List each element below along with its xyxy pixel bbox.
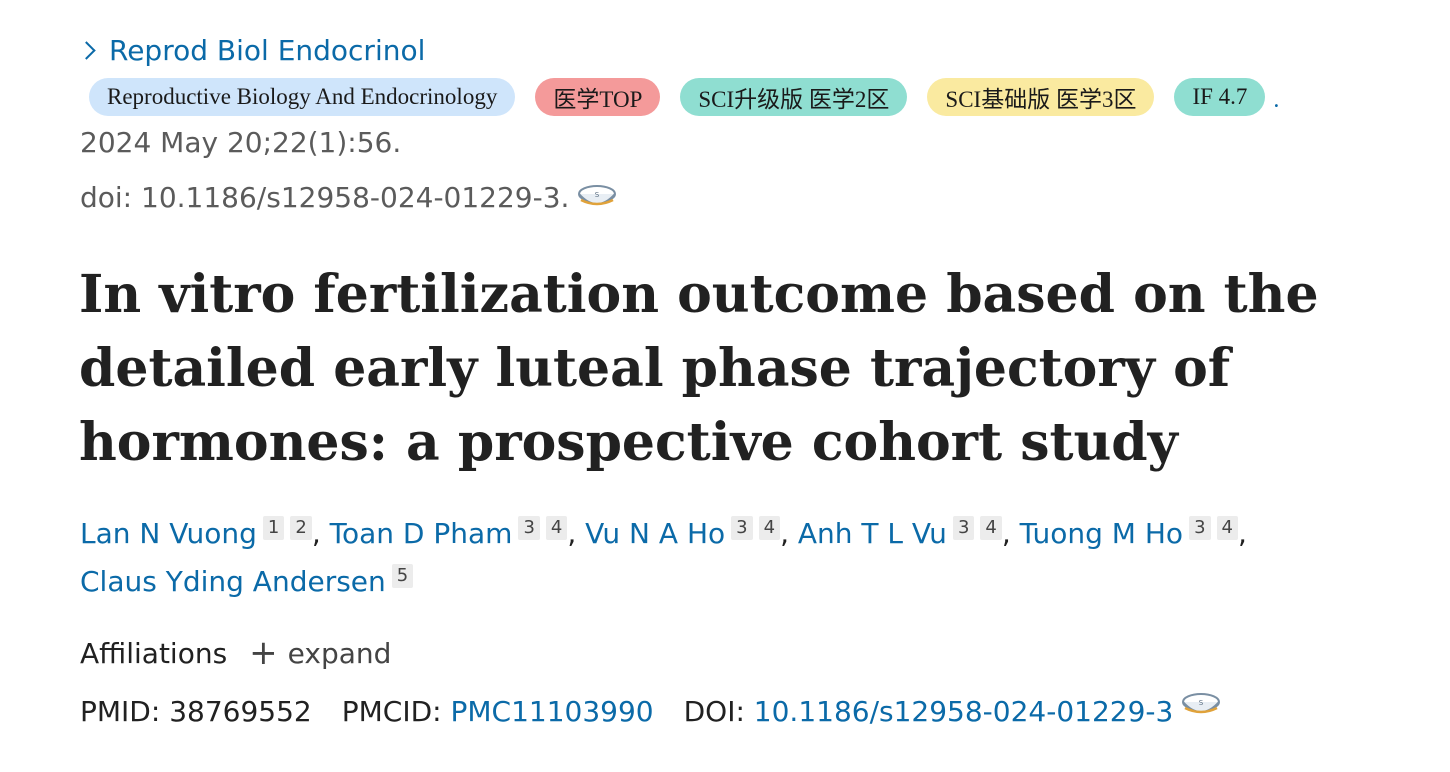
- affiliation-ref[interactable]: 2: [290, 515, 312, 540]
- journal-badges: Reproductive Biology And Endocrinology 医…: [89, 78, 1279, 116]
- doi-label: DOI:: [683, 695, 745, 728]
- affiliation-ref[interactable]: 1: [262, 515, 285, 540]
- badge-trail-dot: .: [1273, 86, 1280, 113]
- doi-link[interactable]: 10.1186/s12958-024-01229-3: [753, 695, 1174, 728]
- author-separator: ,: [1237, 517, 1247, 550]
- pmid-label: PMID:: [80, 695, 161, 728]
- svg-text:S: S: [595, 191, 600, 199]
- article-identifiers: PMID: 38769552 PMCID: PMC11103990 DOI: 1…: [80, 692, 1223, 728]
- affiliation-ref[interactable]: 3: [952, 515, 975, 540]
- expand-label: expand: [287, 636, 392, 670]
- author-separator: ,: [1001, 517, 1011, 550]
- page-title: In vitro fertilization outcome based on …: [79, 264, 1319, 473]
- badge-journal-name: Reproductive Biology And Endocrinology: [89, 78, 516, 116]
- author-separator: ,: [780, 517, 789, 550]
- author-separator: ,: [311, 517, 321, 550]
- pmid-value: 38769552: [169, 695, 312, 728]
- citation-doi-line: doi: 10.1186/s12958-024-01229-3. S: [80, 180, 619, 214]
- affiliation-ref[interactable]: 3: [731, 515, 753, 540]
- affiliation-ref[interactable]: 4: [1216, 515, 1238, 540]
- affiliation-ref[interactable]: 5: [391, 563, 414, 588]
- chevron-right-icon: [77, 41, 96, 60]
- affiliation-ref[interactable]: 4: [758, 515, 781, 540]
- scihub-bowl-icon[interactable]: S: [575, 180, 619, 214]
- svg-text:S: S: [1199, 699, 1204, 707]
- author-link[interactable]: Anh T L Vu: [797, 517, 947, 550]
- affiliation-ref[interactable]: 4: [980, 515, 1002, 540]
- pmcid-label: PMCID:: [341, 695, 442, 728]
- affiliation-ref[interactable]: 4: [545, 515, 568, 540]
- badge-impact-factor: IF 4.7: [1174, 78, 1266, 116]
- plus-icon: +: [249, 633, 278, 673]
- author-list: Lan N Vuong 1 2, Toan D Pham 3 4, Vu N A Ho 3…: [80, 510, 1420, 606]
- author-link[interactable]: Tuong M Ho: [1019, 517, 1184, 550]
- citation-date: 2024 May 20;22(1):56.: [80, 126, 402, 159]
- affiliation-ref[interactable]: 3: [1189, 515, 1211, 540]
- citation-doi: doi: 10.1186/s12958-024-01229-3.: [80, 180, 570, 214]
- journal-breadcrumb: Reprod Biol Endocrinol: [77, 30, 426, 70]
- badge-medicine-top: 医学TOP: [535, 78, 661, 116]
- affiliations-label: Affiliations: [80, 636, 228, 670]
- badge-sci-upgraded: SCI升级版 医学2区: [680, 78, 908, 116]
- scihub-bowl-icon[interactable]: S: [1179, 688, 1223, 722]
- pmcid-link[interactable]: PMC11103990: [450, 695, 654, 728]
- affiliations-row: Affiliations + expand: [80, 636, 391, 670]
- affiliations-expand-button[interactable]: + expand: [249, 636, 391, 670]
- author-separator: ,: [567, 517, 577, 550]
- journal-link[interactable]: Reprod Biol Endocrinol: [109, 33, 426, 67]
- badge-sci-basic: SCI基础版 医学3区: [927, 78, 1155, 116]
- author-link[interactable]: Vu N A Ho: [585, 517, 726, 550]
- author-link[interactable]: Lan N Vuong: [80, 517, 257, 550]
- author-link[interactable]: Claus Yding Andersen: [80, 565, 386, 598]
- affiliation-ref[interactable]: 3: [518, 515, 540, 540]
- author-link[interactable]: Toan D Pham: [329, 517, 513, 550]
